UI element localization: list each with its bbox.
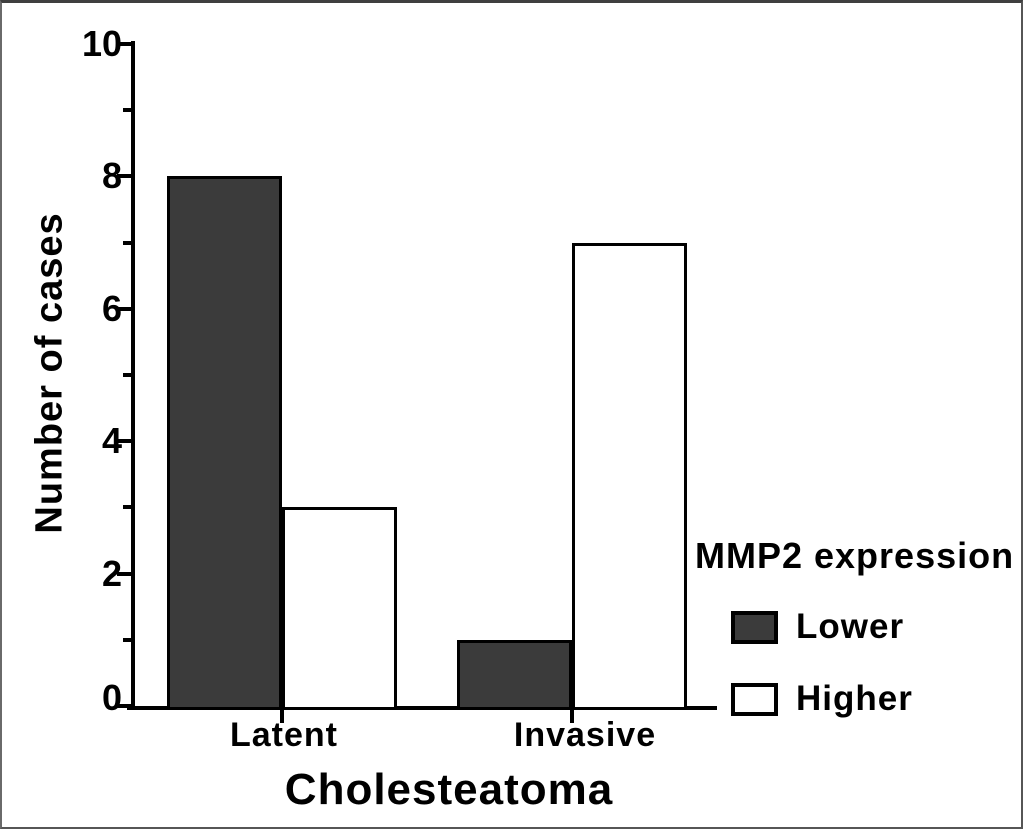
bar-latent-higher: [282, 507, 397, 710]
y-axis-line: [131, 41, 135, 710]
y-tick-label: 2: [101, 552, 122, 594]
y-major-tick: [117, 704, 131, 708]
y-tick-label: 8: [101, 155, 122, 197]
y-tick-label: 6: [101, 287, 122, 329]
x-axis-title: Cholesteatoma: [284, 765, 614, 814]
legend-label-lower: Lower: [796, 607, 905, 646]
y-major-tick: [117, 439, 131, 444]
legend-item-lower: Lower: [731, 609, 1014, 645]
bar-latent-lower: [167, 176, 282, 710]
y-axis-title: Number of cases: [28, 212, 71, 534]
category-label-invasive: Invasive: [513, 716, 657, 754]
x-tick-latent: [280, 710, 284, 723]
x-axis-line: [127, 706, 717, 710]
legend-title: MMP2 expression: [695, 535, 1015, 576]
y-major-tick: [117, 42, 131, 46]
legend-swatch-higher: [731, 682, 778, 716]
y-major-tick: [117, 306, 131, 311]
y-minor-tick: [123, 240, 131, 245]
y-minor-tick: [123, 505, 131, 510]
y-minor-tick: [123, 637, 131, 642]
category-label-latent: Latent: [230, 716, 338, 754]
legend-item-higher: Higher: [731, 681, 1014, 717]
x-tick-invasive: [570, 710, 574, 723]
y-major-tick: [117, 571, 131, 576]
y-tick-label: 10: [81, 23, 122, 64]
legend-label-higher: Higher: [796, 679, 913, 718]
y-minor-tick: [123, 108, 131, 113]
y-tick-label: 0: [101, 677, 122, 718]
y-tick-label: 4: [101, 420, 122, 462]
legend: MMP2 expression Lower Higher: [695, 537, 1014, 717]
bar-invasive-lower: [457, 639, 572, 710]
bar-invasive-higher: [572, 242, 687, 710]
legend-swatch-lower: [731, 610, 778, 644]
y-major-tick: [117, 174, 131, 179]
y-minor-tick: [123, 373, 131, 377]
